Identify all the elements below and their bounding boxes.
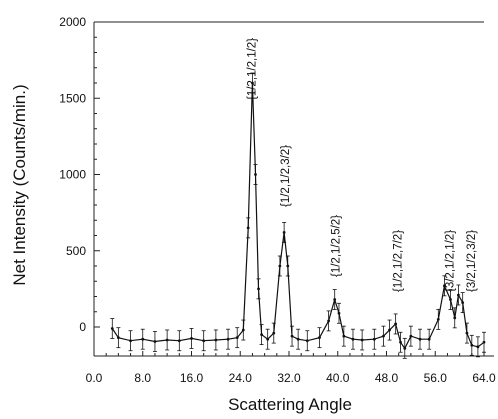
data-point: [116, 336, 120, 340]
data-point: [337, 311, 341, 315]
error-bars: [110, 72, 486, 359]
series-line: [111, 82, 485, 350]
data-point: [290, 334, 294, 338]
y-tick-label: 0: [79, 320, 86, 334]
y-tick-label: 1500: [59, 91, 86, 105]
data-point: [226, 337, 230, 341]
x-tick-label: 32.0: [277, 371, 301, 385]
x-tick-label: 56.0: [424, 371, 448, 385]
data-point: [177, 339, 181, 343]
data-point: [282, 231, 286, 234]
peak-annotation: {1/2,1/2,7/2}: [393, 230, 405, 292]
x-tick-label: 24.0: [229, 371, 253, 385]
data-point: [214, 338, 218, 342]
x-tick-label: 16.0: [180, 371, 204, 385]
data-point: [382, 334, 385, 338]
x-tick-label: 40.0: [326, 371, 350, 385]
data-point: [235, 336, 239, 340]
data-point: [260, 333, 263, 337]
data-point: [251, 81, 254, 85]
data-point: [153, 340, 157, 343]
x-tick-labels: 0.0 8.0 16.0 24.0 32.0 40.0 48.0 56.0 64.0: [86, 371, 496, 385]
data-point: [202, 339, 206, 343]
data-point: [449, 298, 452, 301]
y-tick-label: 2000: [59, 15, 86, 29]
y-tick-labels: 0 500 1000 1500 2000: [59, 15, 86, 334]
data-point: [278, 264, 282, 268]
peak-annotation: {3/2,1/2,3/2}: [466, 230, 478, 292]
data-point: [246, 226, 250, 230]
data-point: [241, 328, 245, 332]
axis-ticks: [93, 21, 485, 356]
data-point: [333, 298, 337, 301]
data-point: [254, 173, 257, 176]
data-point: [129, 339, 132, 343]
data-point: [427, 337, 431, 341]
data-point: [272, 331, 276, 335]
data-point: [342, 334, 346, 338]
data-point: [394, 322, 398, 326]
data-point: [165, 338, 169, 342]
data-point: [286, 264, 290, 268]
data-point: [465, 331, 469, 335]
data-point: [453, 316, 457, 320]
peak-annotation: {1/2,1/2,3/2}: [280, 145, 292, 207]
y-axis-title: Net Intensity (Counts/min.): [10, 84, 29, 285]
y-tick-label: 500: [66, 244, 86, 258]
data-point: [110, 327, 114, 330]
data-point: [442, 284, 446, 288]
data-series: [110, 81, 486, 350]
data-point: [372, 337, 376, 341]
data-point: [409, 334, 413, 338]
data-point: [257, 287, 260, 291]
data-point: [141, 337, 145, 341]
y-tick-label: 1000: [59, 168, 86, 182]
peak-annotations: {1/2,1/2,1/2} {1/2,1/2,3/2} {1/2,1/2,5/2} {…: [246, 38, 477, 292]
data-point: [305, 339, 309, 343]
x-tick-label: 8.0: [134, 371, 151, 385]
data-point: [190, 337, 193, 340]
data-point: [296, 337, 300, 341]
peak-annotation: {1/2,1/2,5/2}: [331, 215, 343, 277]
data-point: [327, 319, 331, 323]
data-point: [360, 338, 364, 342]
data-point: [457, 293, 460, 297]
peak-annotation: {3/2,1/2,1/2}: [444, 230, 456, 292]
data-point: [399, 340, 402, 344]
data-point: [482, 340, 486, 344]
data-point: [388, 328, 391, 332]
x-tick-label: 48.0: [375, 371, 399, 385]
data-point: [461, 301, 465, 304]
data-point: [266, 337, 270, 341]
data-point: [403, 346, 407, 350]
data-point: [476, 345, 480, 349]
data-point: [351, 337, 355, 341]
x-tick-label: 64.0: [472, 371, 496, 385]
data-point: [418, 337, 422, 341]
peak-annotation: {1/2,1/2,1/2}: [246, 38, 258, 100]
plot-frame: [93, 21, 494, 357]
x-tick-label: 0.0: [86, 371, 103, 385]
x-axis-title: Scattering Angle: [228, 395, 352, 414]
data-point: [318, 336, 321, 340]
data-point: [470, 343, 474, 347]
data-point: [436, 317, 440, 321]
